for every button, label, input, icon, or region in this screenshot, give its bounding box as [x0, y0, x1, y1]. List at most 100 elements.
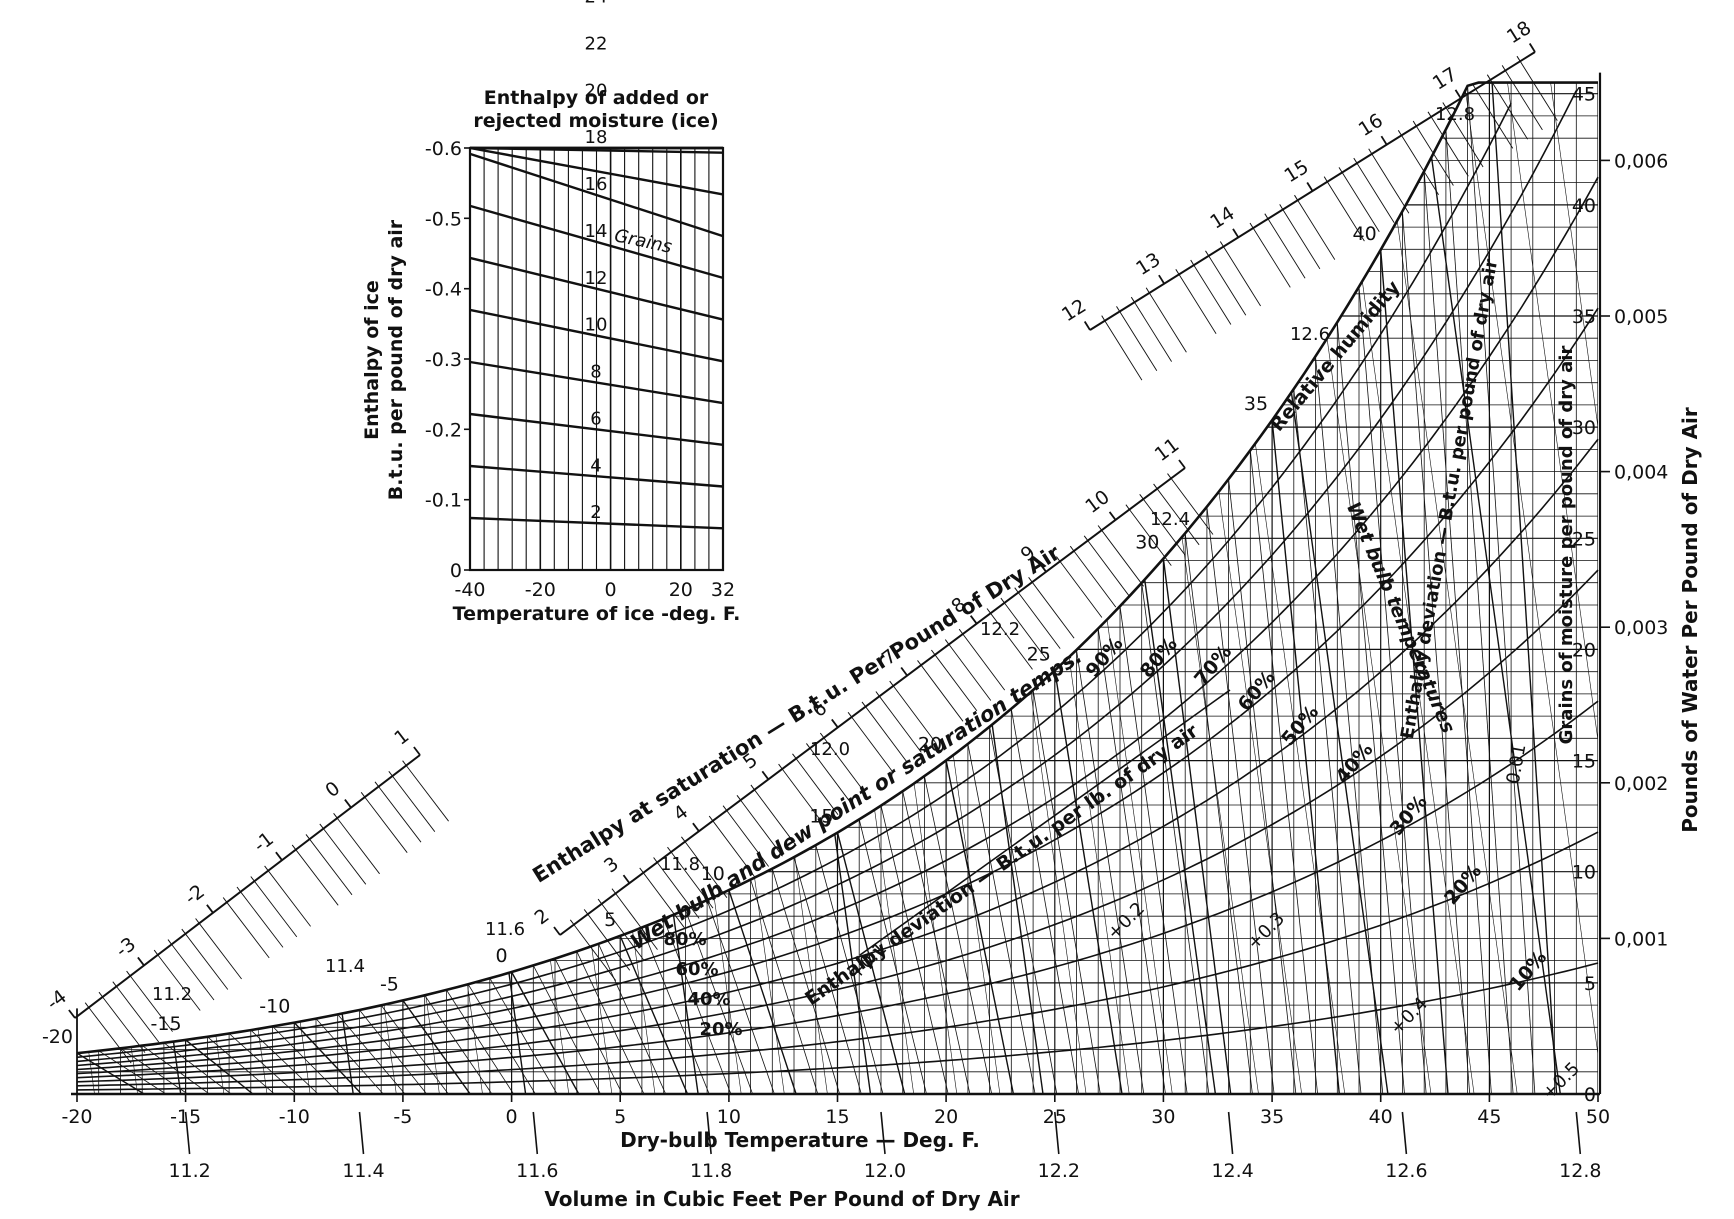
enthalpy-scale-mid-fan	[1101, 530, 1144, 587]
enthalpy-scale-high-minor	[1279, 204, 1284, 210]
enthalpy-scale-low-minor	[153, 949, 159, 956]
rh-label: 20%	[1440, 860, 1486, 909]
inset-y-tick-label: -0.6	[425, 138, 462, 160]
enthalpy-scale-mid-minor	[708, 815, 714, 822]
enthalpy-scale-mid-tick	[1178, 459, 1186, 469]
enthalpy-scale-low-tick	[206, 904, 214, 914]
enthalpy-scale-low-tick	[344, 799, 352, 809]
wet-bulb-line	[685, 909, 753, 1095]
enthalpy-scale-high-fan	[1297, 200, 1336, 260]
dewpoint-label: -5	[380, 973, 399, 995]
enthalpy-scale-high-minor	[1130, 296, 1135, 303]
volume-line	[127, 82, 268, 1095]
enthalpy-scale-mid-fan	[1142, 498, 1186, 556]
volume-curve-label: 12.2	[980, 619, 1020, 640]
wet-bulb-line	[1054, 670, 1123, 1095]
enthalpy-scale-mid-fan	[851, 716, 894, 774]
enthalpy-scale-low-label: 0	[321, 777, 344, 802]
dewpoint-label: 0	[496, 945, 508, 967]
enthalpy-scale-low-fan	[226, 902, 270, 959]
inset-title-line1: Enthalpy of added or	[484, 87, 709, 109]
enthalpy-scale-mid-minor	[1167, 473, 1172, 479]
enthalpy-scale-high-fan	[1208, 255, 1247, 316]
enthalpy-scale-low-fan	[171, 944, 215, 1001]
volume-line	[1033, 82, 1173, 1095]
enthalpy-scale-high-minor	[1219, 241, 1224, 247]
wet-bulb-line	[1162, 558, 1232, 1095]
enthalpy-scale-low-fan	[392, 775, 436, 832]
inset-title-line2: rejected moisture (ice)	[473, 110, 718, 132]
dewpoint-label: 25	[1027, 643, 1051, 665]
x-tick-label: 40	[1369, 1106, 1393, 1128]
enthalpy-scale-mid-minor	[736, 794, 741, 801]
enthalpy-scale-low-label: 1	[390, 725, 413, 750]
wet-bulb-line	[359, 1009, 428, 1095]
wet-bulb-line	[750, 879, 819, 1095]
volume-line	[1507, 82, 1598, 1095]
ice-grain-label: 2	[590, 502, 601, 523]
volume-axis-title: Volume in Cubic Feet Per Pound of Dry Ai…	[544, 1187, 1019, 1211]
ice-grain-label: 18	[585, 127, 608, 148]
wet-bulb-line	[1402, 211, 1471, 1095]
enthalpy-scale-high-minor	[1190, 259, 1195, 266]
enthalpy-scale-mid-fan	[865, 706, 908, 764]
enthalpy-scale-mid-minor	[875, 691, 880, 697]
enthalpy-scale-high-fan	[1178, 274, 1217, 335]
enthalpy-scale-mid-minor	[1014, 587, 1019, 593]
volume-curve-label: 11.6	[485, 919, 525, 940]
enthalpy-scale-mid-minor	[986, 608, 991, 614]
x-tick-label: 15	[825, 1106, 849, 1128]
enthalpy-scale-mid-fan	[712, 820, 756, 878]
volume-line	[1420, 82, 1561, 1095]
volume-tick	[1575, 1111, 1582, 1155]
rh-label-low: 60%	[675, 959, 718, 980]
volume-line	[213, 82, 354, 1095]
volume-line	[0, 83, 51, 1094]
enthalpy-scale-mid-fan	[892, 685, 936, 743]
enthalpy-scale-low-fan	[116, 986, 160, 1043]
wet-bulb-line	[510, 971, 580, 1095]
volume-curve-label: 11.2	[152, 984, 192, 1005]
wet-bulb-line	[554, 958, 623, 1095]
wet-bulb-line	[924, 776, 993, 1095]
enthalpy-scale-high-minor	[1145, 287, 1150, 294]
grains-tick-label: 25	[1572, 528, 1596, 550]
enthalpy-scale-low-fan	[240, 891, 284, 948]
enthalpy-scale-high-minor	[1264, 213, 1269, 220]
enthalpy-scale-high-minor	[1175, 269, 1180, 275]
wet-bulb-line	[880, 805, 949, 1095]
enthalpy-scale-mid-fan	[754, 789, 797, 847]
enthalpy-scale-mid-fan	[781, 768, 825, 826]
enthalpy-scale-high-fan	[1267, 218, 1306, 279]
enthalpy-scale-low-fan	[129, 975, 173, 1032]
enthalpy-scale-mid-minor	[1028, 577, 1033, 583]
x-tick-label: 5	[614, 1106, 626, 1128]
enthalpy-scale-high-minor	[1412, 120, 1417, 127]
enthalpy-scale-low-tick	[137, 956, 145, 966]
rh-curve	[76, 831, 1599, 1087]
enthalpy-scale-mid-minor	[1125, 504, 1130, 510]
volume-tick	[358, 1111, 365, 1155]
enthalpy-scale-mid-fan	[1031, 581, 1075, 639]
enthalpy-scale-mid-fan	[1004, 602, 1047, 660]
enthalpy-scale-low-minor	[181, 928, 186, 935]
enthalpy-scale-mid-minor	[778, 763, 783, 770]
enthalpy-scale-mid-minor	[1097, 525, 1103, 531]
enthalpy-scale-mid-fan	[795, 758, 839, 815]
wet-bulb-line	[424, 995, 493, 1095]
enthalpy-scale-high-fan	[1282, 209, 1321, 270]
volume-line	[84, 82, 225, 1095]
enthalpy-scale-low-tick	[413, 746, 421, 756]
volume-line	[1205, 82, 1346, 1095]
enthalpy-scale-mid-minor	[889, 680, 894, 687]
enthalpy-scale-high-fan	[1415, 125, 1454, 186]
volume-line	[77, 82, 95, 1095]
volume-line	[256, 82, 397, 1095]
enthalpy-scale-low-line	[74, 754, 421, 1019]
enthalpy-scale-high-fan	[1134, 301, 1172, 362]
enthalpy-scale-mid-label: 10	[1081, 486, 1114, 518]
volume-line	[1377, 82, 1518, 1095]
enthalpy-scale-low-fan	[323, 828, 367, 885]
inset-y-tick-label: -0.4	[425, 279, 462, 301]
rh-curve	[76, 569, 1599, 1079]
